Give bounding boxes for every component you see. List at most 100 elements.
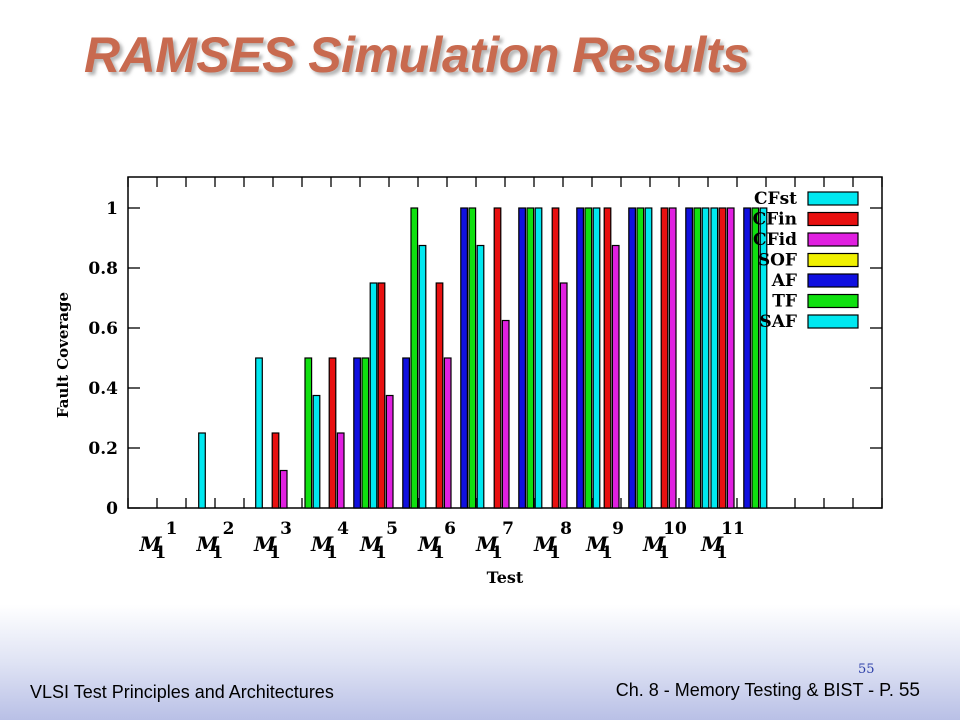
footer-book-title: VLSI Test Principles and Architectures [30,682,334,702]
legend-label-saf: SAF [759,312,797,332]
y-tick-label: 0.6 [88,319,118,339]
x-tick-march-label: M [585,532,609,556]
x-tick-march-subscript: 1 [601,543,613,563]
bar-saf-test-2 [255,357,263,509]
bar-saf-test-1 [198,432,206,509]
bar-cfid-test-3 [279,469,288,509]
bar-cfin-test-5 [377,282,386,509]
x-tick-march-subscript: 1 [269,543,281,563]
x-tick-label: 11 [721,519,745,539]
x-tick-label: 7 [502,519,514,539]
bar-tf-test-4 [361,357,370,509]
bar-tf-test-11 [751,207,760,509]
bar-cfid-test-9 [611,244,620,509]
x-tick-march-subscript: 1 [433,543,445,563]
bar-cfin-test-11 [718,207,727,509]
x-tick-march-label: M [533,532,557,556]
x-tick-march-label: M [642,532,666,556]
bar-af-test-4 [353,357,361,509]
x-tick-march-subscript: 1 [326,543,338,563]
x-tick-march-subscript: 1 [491,543,503,563]
x-tick-label: 5 [386,519,398,539]
bar-cfid-test-4 [336,432,345,509]
x-tick-march-label: M [417,532,441,556]
bar-cfst-test-11 [710,207,719,509]
bar-cfid-test-5 [385,394,394,509]
legend-swatch-cfin [807,211,859,227]
bar-tf-test-6 [468,207,477,509]
bar-cfin-test-7 [493,207,502,509]
bar-tf-test-10 [693,207,702,509]
legend-swatch-tf [807,293,859,309]
bar-af-test-7 [518,207,526,509]
bar-cfin-test-10 [660,207,669,509]
bar-cfin-test-8 [551,207,560,509]
legend-swatch-saf [807,314,859,329]
x-tick-march-label: M [310,532,334,556]
footer-page-number: 55 [898,680,920,701]
x-tick-label: 10 [663,519,687,539]
legend-swatch-cfid [807,232,859,247]
legend-swatch-af [807,273,859,288]
x-tick-label: 8 [560,519,572,539]
bar-cfin-test-3 [271,432,280,509]
footer-chapter-info: Ch. 8 - Memory Testing & BIST - P. 55 [616,680,920,702]
bar-saf-test-9 [644,207,653,509]
x-tick-march-label: M [475,532,499,556]
x-tick-march-subscript: 1 [375,543,387,563]
bar-saf-test-7 [534,207,543,509]
legend-swatch-sof [807,252,859,268]
bar-saf-test-4 [369,282,378,509]
legend-label-tf: TF [772,292,797,312]
legend-label-cfid: CFid [753,230,797,250]
bar-tf-test-3 [304,357,313,509]
x-tick-march-subscript: 1 [658,543,670,563]
bar-tf-test-5 [410,207,419,509]
x-tick-march-label: M [139,532,163,556]
bar-tf-test-9 [636,207,645,509]
x-tick-march-label: M [253,532,277,556]
x-tick-label: 9 [612,519,624,539]
bar-af-test-11 [743,207,751,509]
slide-number: 55 [858,662,875,677]
x-tick-march-subscript: 1 [716,543,728,563]
bar-cfid-test-7 [501,319,510,509]
x-tick-label: 3 [280,519,292,539]
bar-af-test-5 [402,357,410,509]
x-tick-march-subscript: 1 [155,543,167,563]
y-tick-label: 0.2 [88,439,118,459]
x-tick-march-label: M [700,532,724,556]
legend-label-cfst: CFst [754,189,797,209]
x-tick-march-subscript: 1 [212,543,224,563]
y-axis-label: Fault Coverage [54,292,72,418]
y-tick-label: 1 [106,199,118,219]
bar-saf-test-10 [701,207,710,509]
y-tick-label: 0 [106,499,118,519]
x-tick-march-label: M [359,532,383,556]
x-axis-label: Test [487,568,524,587]
x-tick-label: 1 [166,519,178,539]
bar-saf-test-6 [476,244,485,509]
bar-tf-test-7 [526,207,535,509]
slide-title: RAMSES Simulation Results [84,27,750,83]
x-tick-label: 4 [337,519,349,539]
bar-af-test-8 [576,207,584,509]
x-tick-label: 2 [223,519,235,539]
bar-cfid-test-6 [443,357,452,509]
bar-saf-test-3 [312,394,321,509]
legend-label-af: AF [771,271,797,291]
bar-saf-test-11 [759,207,768,509]
bar-cfid-test-8 [559,282,568,509]
y-tick-label: 0.8 [88,259,118,279]
x-tick-label: 6 [444,519,456,539]
legend-swatch-cfst [807,191,859,206]
footer-chapter-text: Ch. 8 - Memory Testing & BIST - P. [615,680,894,700]
bar-cfin-test-4 [328,357,337,509]
y-tick-label: 0.4 [88,379,118,399]
bar-saf-test-8 [592,207,601,509]
x-tick-march-label: M [196,532,220,556]
bar-af-test-6 [460,207,468,509]
bar-cfin-test-6 [435,282,444,509]
bar-cfin-test-9 [603,207,612,509]
